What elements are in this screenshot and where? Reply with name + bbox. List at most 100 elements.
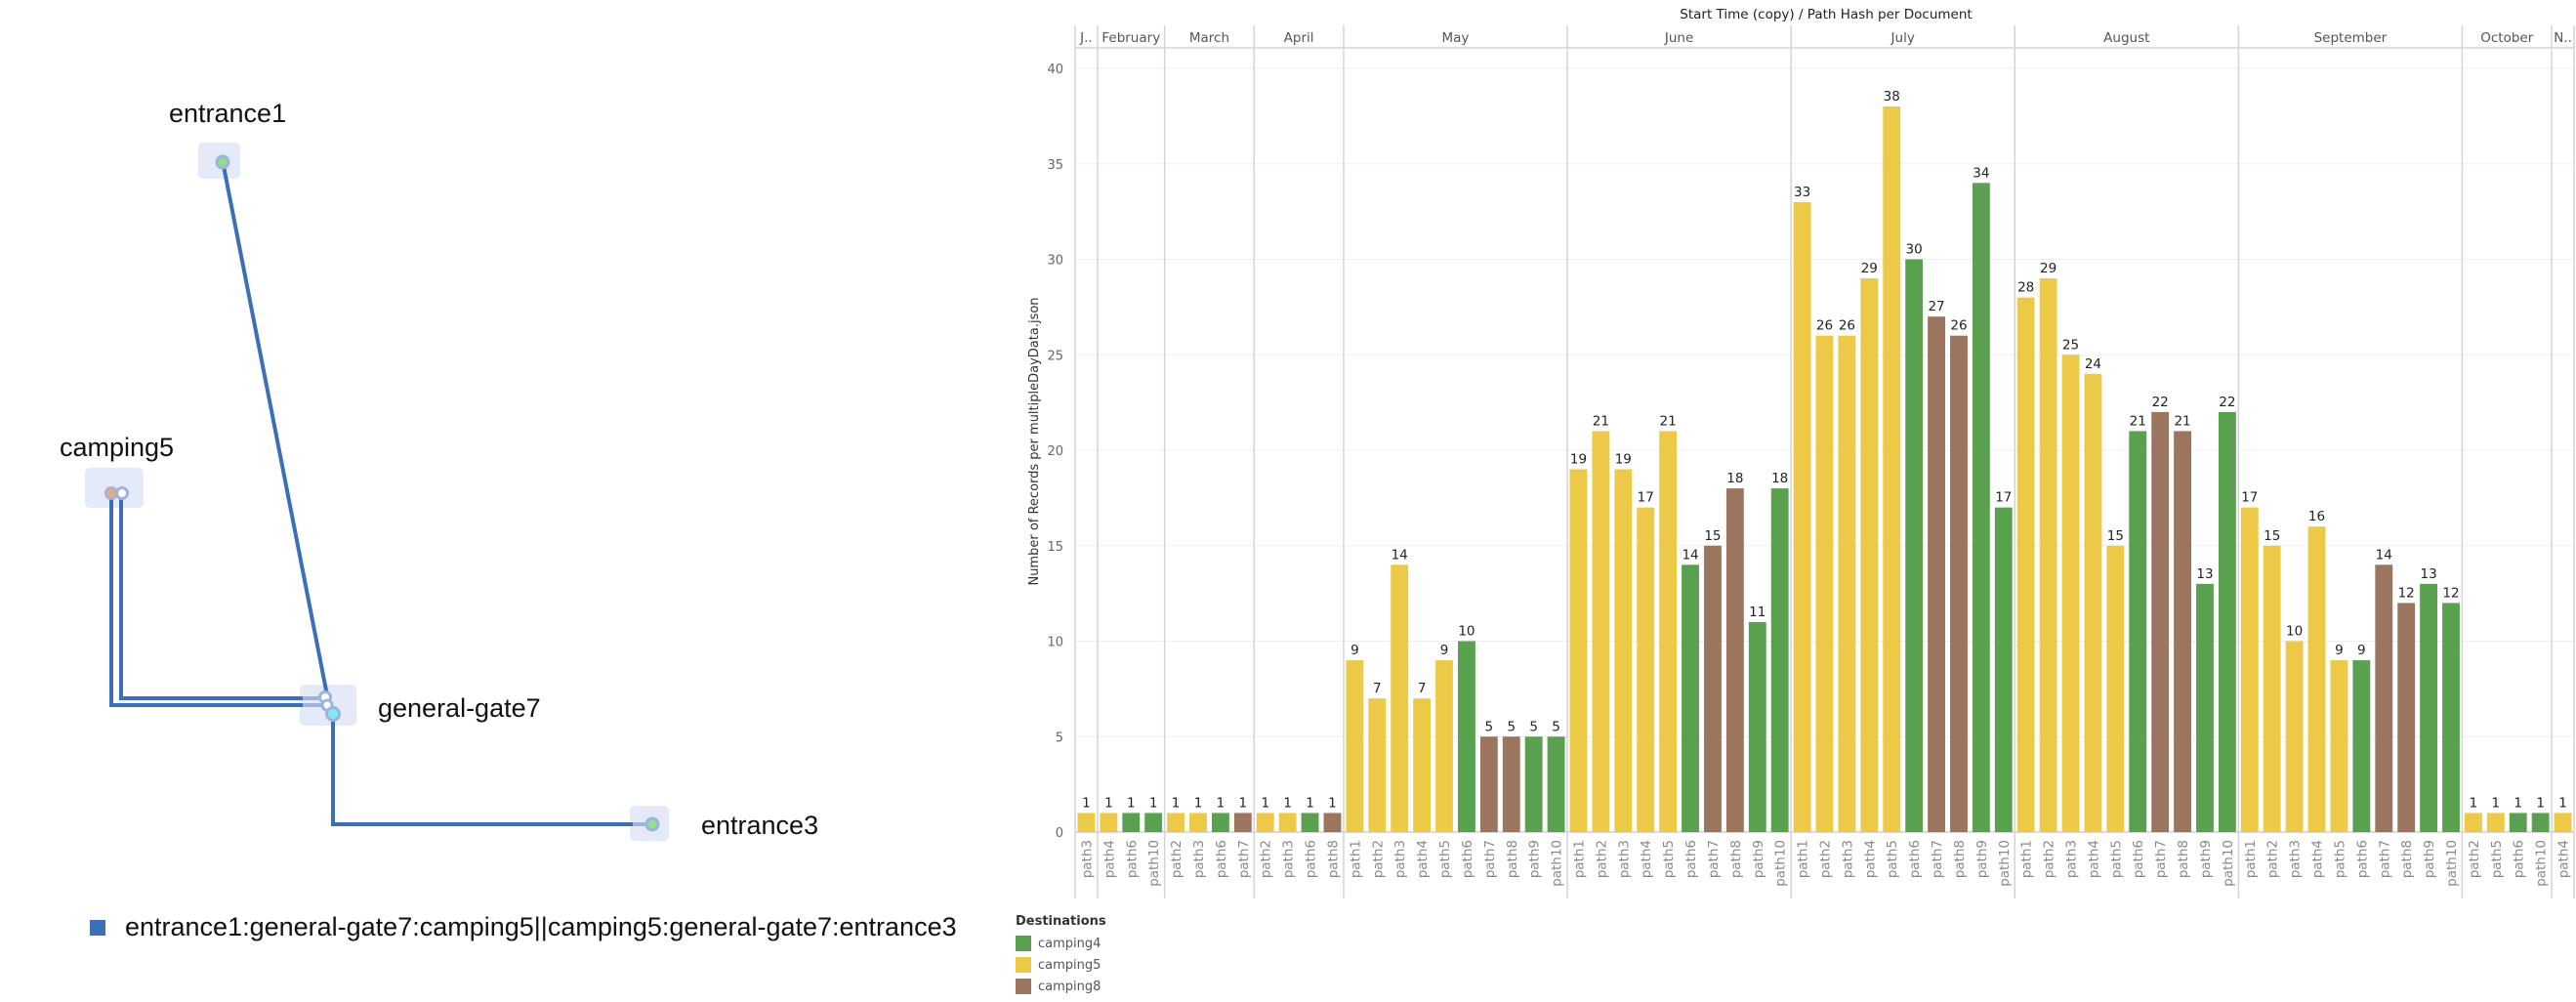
bar-value-label: 5 [1552, 719, 1560, 734]
x-tick-label: path8 [2399, 840, 2415, 878]
bar-june-path3 [1614, 469, 1633, 832]
x-tick-label: path7 [1482, 840, 1498, 878]
x-tick-label: path7 [1236, 840, 1252, 878]
bar-value-label: 12 [2442, 585, 2459, 601]
y-axis-label: Number of Records per multipleDayData.js… [1027, 297, 1042, 585]
bar-july-path5 [1883, 106, 1901, 833]
destinations-legend: Destinations camping4 camping5 camping8 [1016, 914, 1106, 997]
bar-value-label: 19 [1615, 452, 1632, 468]
bar-june-path4 [1637, 507, 1655, 832]
bar-october-path5 [2486, 813, 2505, 832]
bar-march-path6 [1211, 813, 1229, 832]
bar-value-label: 5 [1529, 719, 1538, 734]
bar-june-path8 [1725, 488, 1744, 832]
node-dot-entrance3[interactable] [644, 816, 660, 832]
x-tick-label: path1 [2243, 840, 2259, 878]
x-tick-label: path8 [1728, 840, 1744, 878]
month-header-august: August [2103, 30, 2149, 46]
bar-value-label: 1 [1328, 795, 1337, 811]
legend-item-camping8[interactable]: camping8 [1016, 976, 1106, 997]
x-tick-label: path8 [1325, 840, 1341, 878]
bar-value-label: 30 [1906, 242, 1923, 258]
bar-august-path9 [2196, 583, 2214, 832]
month-header-february: February [1101, 30, 1160, 46]
bar-value-label: 1 [1149, 795, 1158, 811]
y-tick-label: 40 [1047, 63, 1063, 77]
x-tick-label: path10 [1773, 840, 1789, 887]
bar-value-label: 19 [1570, 452, 1587, 468]
bar-may-path9 [1524, 736, 1543, 832]
x-tick-label: path8 [1952, 840, 1968, 878]
x-tick-label: path5 [2489, 840, 2505, 878]
bar-july-path7 [1928, 316, 1945, 832]
bar-value-label: 26 [1950, 318, 1967, 334]
bar-value-label: 14 [2376, 547, 2392, 563]
x-tick-label: path6 [1214, 840, 1229, 878]
bar-august-path8 [2174, 431, 2192, 832]
bar-august-path10 [2218, 411, 2236, 832]
bar-value-label: 27 [1928, 299, 1944, 314]
node-dot-general-gate7[interactable] [325, 706, 341, 722]
bar-june-path5 [1659, 431, 1678, 832]
bar-september-path5 [2330, 660, 2348, 832]
bar-may-path7 [1479, 736, 1498, 832]
y-tick-label: 30 [1047, 254, 1063, 269]
month-header-september: September [2314, 30, 2388, 46]
x-tick-label: path4 [1639, 840, 1654, 878]
month-header-april: April [1284, 30, 1314, 46]
bar-august-path3 [2061, 355, 2080, 832]
legend-label-camping5: camping5 [1038, 957, 1101, 973]
node-dot-entrance1[interactable] [215, 154, 230, 170]
bar-may-path8 [1502, 736, 1520, 832]
legend-item-camping5[interactable]: camping5 [1016, 954, 1106, 976]
x-tick-label: path5 [1661, 840, 1677, 878]
bar-september-path9 [2420, 583, 2438, 832]
bar-value-label: 26 [1839, 318, 1855, 334]
bar-value-label: 1 [1194, 795, 1203, 811]
bar-value-label: 21 [2174, 413, 2190, 429]
legend-title: Destinations [1016, 914, 1106, 929]
x-tick-label: path10 [1550, 840, 1565, 887]
bar-value-label: 9 [2357, 643, 2366, 658]
bar-value-label: 1 [2470, 795, 2478, 811]
bar-value-label: 25 [2062, 337, 2079, 353]
bar-value-label: 28 [2017, 280, 2034, 296]
x-tick-label: path6 [1460, 840, 1475, 878]
month-header-january: J.. [1079, 30, 1093, 46]
network-legend: entrance1:general-gate7:camping5||campin… [90, 912, 957, 942]
bar-value-label: 1 [1104, 795, 1113, 811]
x-tick-label: path4 [1101, 840, 1117, 878]
x-tick-label: path1 [1796, 840, 1811, 878]
x-tick-label: path9 [2422, 840, 2437, 878]
bar-value-label: 13 [2196, 566, 2213, 582]
bar-value-label: 1 [1239, 795, 1248, 811]
bar-september-path10 [2442, 603, 2460, 832]
bar-september-path1 [2240, 507, 2259, 832]
bar-value-label: 26 [1816, 318, 1833, 334]
bar-value-label: 33 [1794, 185, 1810, 200]
legend-swatch-camping8 [1016, 979, 1031, 994]
legend-item-camping4[interactable]: camping4 [1016, 933, 1106, 954]
x-tick-label: path10 [1146, 840, 1162, 887]
x-tick-label: path5 [2332, 840, 2347, 878]
bars [1077, 106, 2572, 833]
bar-february-path10 [1144, 813, 1163, 832]
x-tick-label: path2 [1259, 840, 1274, 878]
x-tick-label: path2 [2467, 840, 2482, 878]
bar-value-label: 18 [1726, 471, 1743, 486]
legend-label-camping4: camping4 [1038, 936, 1101, 951]
bar-value-label: 1 [2536, 795, 2545, 811]
month-header-july: July [1890, 30, 1915, 46]
bar-value-label: 21 [1660, 413, 1677, 429]
bar-value-label: 22 [2152, 395, 2169, 410]
bar-value-label: 1 [1172, 795, 1181, 811]
bar-april-path8 [1323, 813, 1342, 832]
x-tick-label: path5 [2108, 840, 2124, 878]
bar-value-label: 9 [1350, 643, 1359, 658]
x-tick-label: path9 [1527, 840, 1543, 878]
bar-april-path2 [1256, 813, 1274, 832]
y-tick-label: 0 [1056, 826, 1063, 841]
bar-may-path1 [1346, 660, 1364, 832]
bar-august-path1 [2016, 297, 2035, 833]
